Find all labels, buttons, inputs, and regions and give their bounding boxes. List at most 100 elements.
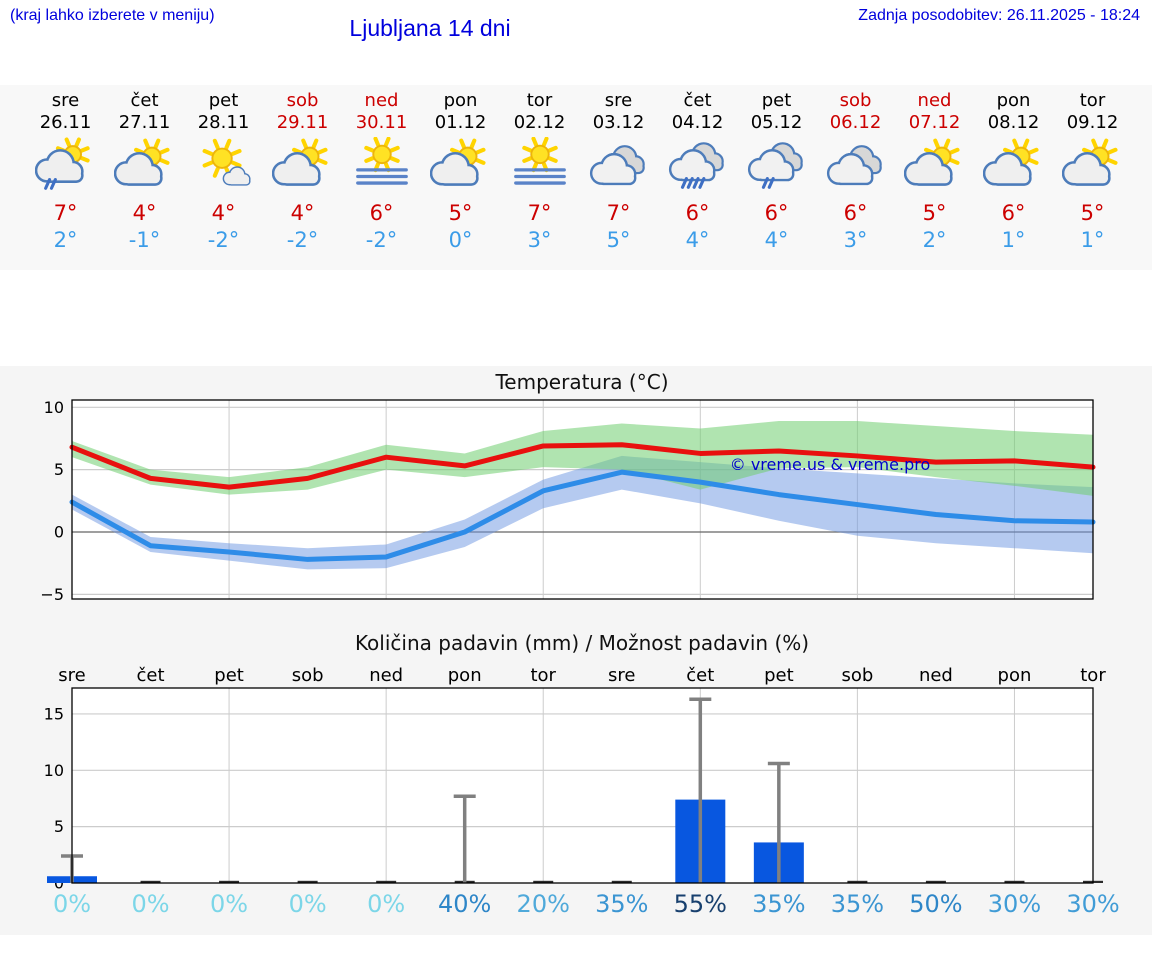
forecast-day: pon 01.12 5° 0° — [421, 85, 500, 270]
day-label: ned — [919, 665, 953, 686]
low-temp: 1° — [1080, 228, 1105, 252]
precipitation-chart: Količina padavin (mm) / Možnost padavin … — [44, 631, 1120, 918]
precip-chart-title: Količina padavin (mm) / Možnost padavin … — [355, 631, 809, 655]
high-temp: 6° — [843, 201, 868, 225]
day-label: tor — [530, 665, 556, 686]
sun-small-cloud-icon — [202, 138, 251, 186]
day-date: 26.11 — [39, 112, 92, 133]
precip-probability-label: 0% — [367, 890, 405, 918]
plot-border — [71, 399, 1094, 600]
precip-probability-label: 50% — [909, 890, 962, 918]
day-name: sob — [839, 90, 872, 111]
forecast-day: tor 09.12 5° 1° — [1053, 85, 1132, 270]
plot-border — [71, 687, 1094, 884]
day-name: tor — [1079, 90, 1106, 111]
temp-chart-title: Temperatura (°C) — [494, 370, 668, 394]
low-temp: -2° — [365, 228, 398, 252]
forecast-day: sob 06.12 6° 3° — [816, 85, 895, 270]
sun-cloud-icon — [1061, 138, 1118, 186]
temp-max-line — [69, 442, 1096, 490]
precip-probability-label: 40% — [438, 890, 491, 918]
sun-cloud-icon — [982, 138, 1039, 186]
day-date: 03.12 — [592, 112, 645, 133]
day-name: sre — [604, 90, 633, 111]
day-name: sre — [51, 90, 80, 111]
precip-zero-bar — [297, 880, 318, 883]
precip-zero-bar — [376, 880, 397, 883]
y-tick-label: 15 — [44, 704, 64, 723]
forecast-day: tor 02.12 7° 3° — [500, 85, 579, 270]
day-label: pon — [998, 665, 1032, 686]
forecast-day: sre 03.12 7° 5° — [579, 85, 658, 270]
day-name: pet — [761, 90, 792, 111]
precip-probability-label: 0% — [53, 890, 91, 918]
precip-probability-label: 55% — [674, 890, 727, 918]
day-label: pet — [214, 665, 244, 686]
high-temp: 6° — [685, 201, 710, 225]
precip-zero-bar — [533, 880, 554, 883]
precip-probability-label: 0% — [210, 890, 248, 918]
page-title: Ljubljana 14 dni — [349, 15, 511, 41]
forecast-day: čet 27.11 4° -1° — [105, 85, 184, 270]
day-label: pon — [448, 665, 482, 686]
day-label: sre — [608, 665, 635, 686]
day-label: čet — [137, 665, 165, 686]
high-temp: 7° — [527, 201, 552, 225]
low-temp: 3° — [843, 228, 868, 252]
day-name: ned — [917, 90, 952, 111]
last-update-text: Zadnja posodobitev: 26.11.2025 - 18:24 — [858, 7, 1140, 24]
temp-min-line — [69, 469, 1096, 562]
cloudy-icon — [589, 145, 645, 186]
low-temp: 3° — [527, 228, 552, 252]
low-temp: 0° — [448, 228, 473, 252]
high-temp: 4° — [132, 201, 157, 225]
precip-zero-bar — [925, 880, 946, 883]
forecast-day: ned 30.11 6° -2° — [342, 85, 421, 270]
precip-probability-label: 30% — [988, 890, 1041, 918]
precip-probability-label: 0% — [289, 890, 327, 918]
low-temp: 2° — [53, 228, 78, 252]
forecast-strip: sre 26.11 7° 2° čet 27.11 4° -1° pet 28.11 4° -2° so… — [0, 85, 1152, 270]
precip-zero-bar — [1004, 880, 1025, 883]
high-temp: 6° — [369, 201, 394, 225]
day-date: 27.11 — [118, 112, 171, 133]
day-name: čet — [683, 90, 712, 111]
cloud-rain-icon — [747, 142, 803, 189]
precip-probability-label: 35% — [752, 890, 805, 918]
forecast-days: sre 26.11 7° 2° čet 27.11 4° -1° pet 28.11 4° -2° so… — [26, 85, 1132, 270]
forecast-day: pon 08.12 6° 1° — [974, 85, 1053, 270]
sun-fog-icon — [513, 137, 566, 185]
low-temp: 4° — [764, 228, 789, 252]
cloud-rain-heavy-icon — [668, 142, 724, 189]
day-label: sre — [58, 665, 85, 686]
day-date: 05.12 — [750, 112, 803, 133]
day-date: 29.11 — [276, 112, 329, 133]
high-temp: 6° — [1001, 201, 1026, 225]
low-temp: 1° — [1001, 228, 1026, 252]
y-tick-label: 10 — [44, 398, 64, 417]
precip-probability-label: 35% — [831, 890, 884, 918]
day-label: pet — [764, 665, 794, 686]
high-temp: 4° — [290, 201, 315, 225]
precip-zero-bar — [219, 880, 240, 883]
forecast-day: pet 28.11 4° -2° — [184, 85, 263, 270]
sun-cloud-icon — [113, 138, 170, 186]
sun-cloud-icon — [271, 138, 328, 186]
temperature-chart: 10 5 0 −5 Temperatura (°C) © vreme.us & vreme… — [40, 370, 1096, 604]
high-temp: 7° — [53, 201, 78, 225]
sun-cloud-icon — [429, 138, 486, 186]
y-tick-label: 5 — [54, 817, 64, 836]
high-temp: 5° — [1080, 201, 1105, 225]
precip-probability-label: 0% — [131, 890, 169, 918]
day-date: 09.12 — [1066, 112, 1119, 133]
low-temp: -2° — [286, 228, 319, 252]
day-label: sob — [841, 665, 873, 686]
cloudy-icon — [826, 145, 882, 186]
forecast-day: čet 04.12 6° 4° — [658, 85, 737, 270]
day-label: ned — [369, 665, 403, 686]
low-temp: 5° — [606, 228, 631, 252]
precip-zero-bar — [140, 880, 161, 883]
temp-min-range-band — [72, 455, 1093, 570]
forecast-day: pet 05.12 6° 4° — [737, 85, 816, 270]
